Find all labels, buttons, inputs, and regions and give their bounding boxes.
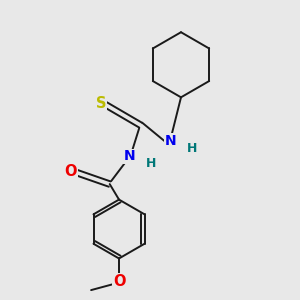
Text: O: O bbox=[113, 274, 125, 289]
Text: O: O bbox=[65, 164, 77, 179]
Text: N: N bbox=[164, 134, 176, 148]
Text: S: S bbox=[96, 96, 106, 111]
Text: H: H bbox=[187, 142, 197, 155]
Text: H: H bbox=[146, 158, 157, 170]
Text: N: N bbox=[124, 149, 136, 163]
